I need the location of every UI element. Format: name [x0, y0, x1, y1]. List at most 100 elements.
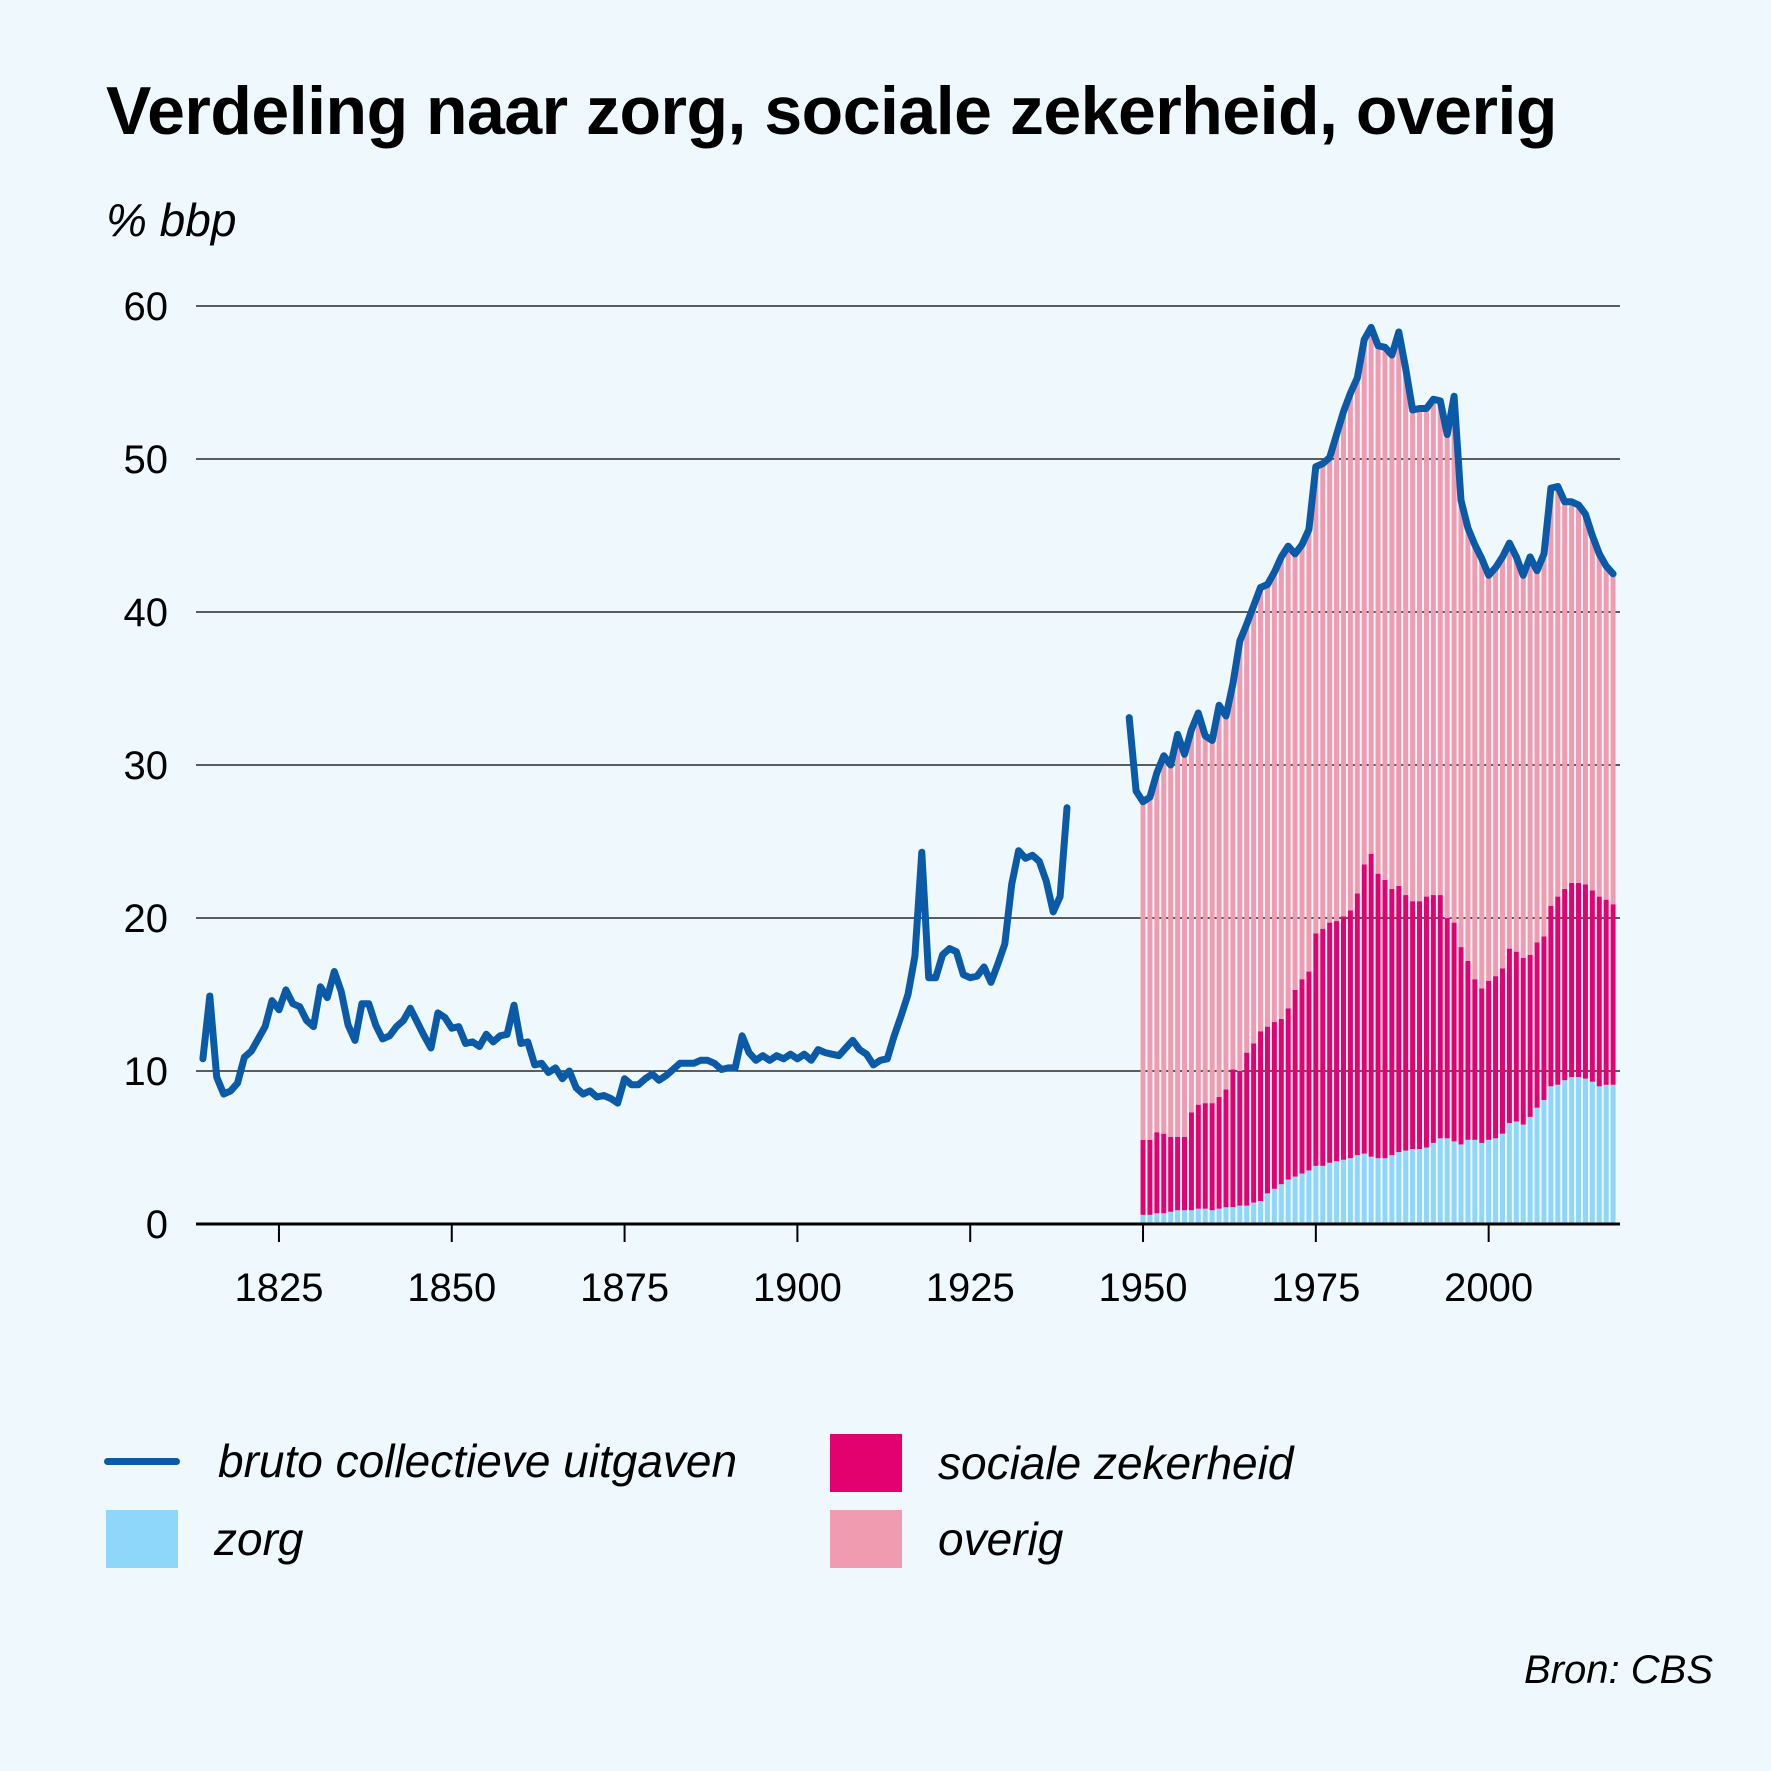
bar-zorg-1952 [1154, 1213, 1160, 1224]
bar-sociale-zekerheid-1992 [1430, 895, 1436, 1143]
bar-zorg-1987 [1396, 1152, 1402, 1224]
bar-zorg-1981 [1354, 1155, 1360, 1224]
bar-sociale-zekerheid-1960 [1209, 1103, 1215, 1211]
bar-zorg-1966 [1251, 1202, 1257, 1224]
bar-overig-1971 [1285, 546, 1291, 1009]
bar-overig-1958 [1195, 712, 1201, 1105]
bar-sociale-zekerheid-1974 [1306, 971, 1312, 1171]
bar-overig-2012 [1569, 501, 1575, 883]
bar-overig-1992 [1430, 399, 1436, 896]
stacked-bars [1140, 327, 1616, 1224]
bar-overig-1967 [1258, 587, 1264, 1032]
bar-overig-2003 [1506, 543, 1512, 949]
bar-sociale-zekerheid-1969 [1271, 1022, 1277, 1189]
bar-zorg-1999 [1479, 1142, 1485, 1224]
bar-overig-2004 [1513, 556, 1519, 952]
bar-overig-1989 [1410, 410, 1416, 902]
bar-zorg-1965 [1244, 1205, 1250, 1224]
bar-overig-2009 [1548, 488, 1554, 906]
y-tick-label: 50 [124, 438, 169, 482]
x-tick-label: 1975 [1271, 1266, 1360, 1310]
bar-overig-1994 [1444, 434, 1450, 918]
bar-zorg-1990 [1417, 1149, 1423, 1224]
bar-overig-2002 [1499, 556, 1505, 969]
bar-overig-1990 [1417, 408, 1423, 902]
bar-zorg-2015 [1589, 1081, 1595, 1224]
bar-overig-1962 [1223, 716, 1229, 1090]
bar-overig-1980 [1347, 393, 1353, 911]
bar-sociale-zekerheid-2015 [1589, 890, 1595, 1082]
bar-zorg-2012 [1569, 1077, 1575, 1224]
bar-overig-1999 [1479, 558, 1485, 989]
bar-zorg-1973 [1299, 1173, 1305, 1224]
bar-overig-2016 [1596, 553, 1602, 897]
bar-sociale-zekerheid-1986 [1389, 888, 1395, 1156]
legend-swatch-sociale-zekerheid [830, 1434, 902, 1492]
bar-zorg-2009 [1548, 1086, 1554, 1224]
bar-zorg-1954 [1168, 1211, 1174, 1224]
bar-sociale-zekerheid-1967 [1258, 1031, 1264, 1202]
bar-sociale-zekerheid-1978 [1334, 921, 1340, 1162]
bar-zorg-1998 [1472, 1139, 1478, 1224]
bar-sociale-zekerheid-1990 [1417, 901, 1423, 1150]
bar-overig-1953 [1161, 755, 1167, 1134]
bar-zorg-1982 [1361, 1153, 1367, 1224]
bar-sociale-zekerheid-1957 [1188, 1112, 1194, 1211]
bar-sociale-zekerheid-1981 [1354, 893, 1360, 1156]
bar-zorg-2004 [1513, 1121, 1519, 1224]
legend-swatch-zorg [106, 1510, 178, 1568]
bar-zorg-1984 [1375, 1158, 1381, 1224]
bar-zorg-2008 [1541, 1100, 1547, 1224]
bar-sociale-zekerheid-2009 [1548, 905, 1554, 1087]
bar-zorg-1985 [1382, 1158, 1388, 1224]
bar-zorg-2011 [1562, 1080, 1568, 1224]
bar-overig-2010 [1555, 486, 1561, 897]
bar-sociale-zekerheid-1982 [1361, 864, 1367, 1154]
bar-zorg-1976 [1320, 1165, 1326, 1224]
bar-overig-1991 [1423, 408, 1429, 897]
bar-overig-2017 [1603, 566, 1609, 900]
bar-zorg-1971 [1285, 1179, 1291, 1224]
bar-overig-2014 [1582, 514, 1588, 885]
x-tick-label: 1925 [926, 1266, 1015, 1310]
bar-overig-1993 [1437, 400, 1443, 896]
bar-sociale-zekerheid-1976 [1320, 928, 1326, 1166]
bar-sociale-zekerheid-1985 [1382, 879, 1388, 1159]
bar-sociale-zekerheid-2012 [1569, 882, 1575, 1078]
bar-sociale-zekerheid-1961 [1216, 1097, 1222, 1209]
bar-overig-1982 [1361, 339, 1367, 865]
bar-overig-1978 [1334, 434, 1340, 922]
bar-sociale-zekerheid-1953 [1161, 1133, 1167, 1214]
bar-overig-1950 [1140, 801, 1146, 1140]
bar-overig-1952 [1154, 772, 1160, 1133]
bar-sociale-zekerheid-2001 [1493, 976, 1499, 1139]
bar-zorg-1958 [1195, 1208, 1201, 1224]
bar-zorg-2017 [1603, 1084, 1609, 1224]
bar-zorg-1972 [1292, 1176, 1298, 1224]
bar-overig-1955 [1175, 734, 1181, 1137]
bar-sociale-zekerheid-1954 [1168, 1136, 1174, 1212]
bar-sociale-zekerheid-1972 [1292, 989, 1298, 1177]
source-note: Bron: CBS [1524, 1648, 1713, 1692]
total-line [199, 323, 1617, 1107]
bar-overig-2015 [1589, 535, 1595, 891]
legend-item-sociale-zekerheid: sociale zekerheid [830, 1434, 1293, 1492]
bar-sociale-zekerheid-2016 [1596, 896, 1602, 1087]
bar-zorg-1995 [1451, 1141, 1457, 1224]
legend-label-bruto: bruto collectieve uitgaven [218, 1435, 738, 1487]
bar-zorg-1974 [1306, 1170, 1312, 1224]
bar-sociale-zekerheid-1971 [1285, 1008, 1291, 1180]
legend-label-overig: overig [938, 1513, 1064, 1565]
bar-zorg-1994 [1444, 1138, 1450, 1224]
bar-zorg-1956 [1182, 1210, 1187, 1224]
bar-zorg-1955 [1175, 1210, 1181, 1224]
bar-zorg-1991 [1423, 1147, 1429, 1224]
bar-zorg-2013 [1576, 1077, 1582, 1224]
bar-sociale-zekerheid-1993 [1437, 895, 1443, 1139]
bar-overig-1979 [1341, 411, 1346, 917]
bar-overig-1969 [1271, 572, 1277, 1023]
bar-sociale-zekerheid-1999 [1479, 988, 1485, 1143]
bar-sociale-zekerheid-1964 [1237, 1071, 1243, 1206]
bar-zorg-1983 [1368, 1156, 1374, 1224]
bar-sociale-zekerheid-1965 [1244, 1052, 1250, 1206]
